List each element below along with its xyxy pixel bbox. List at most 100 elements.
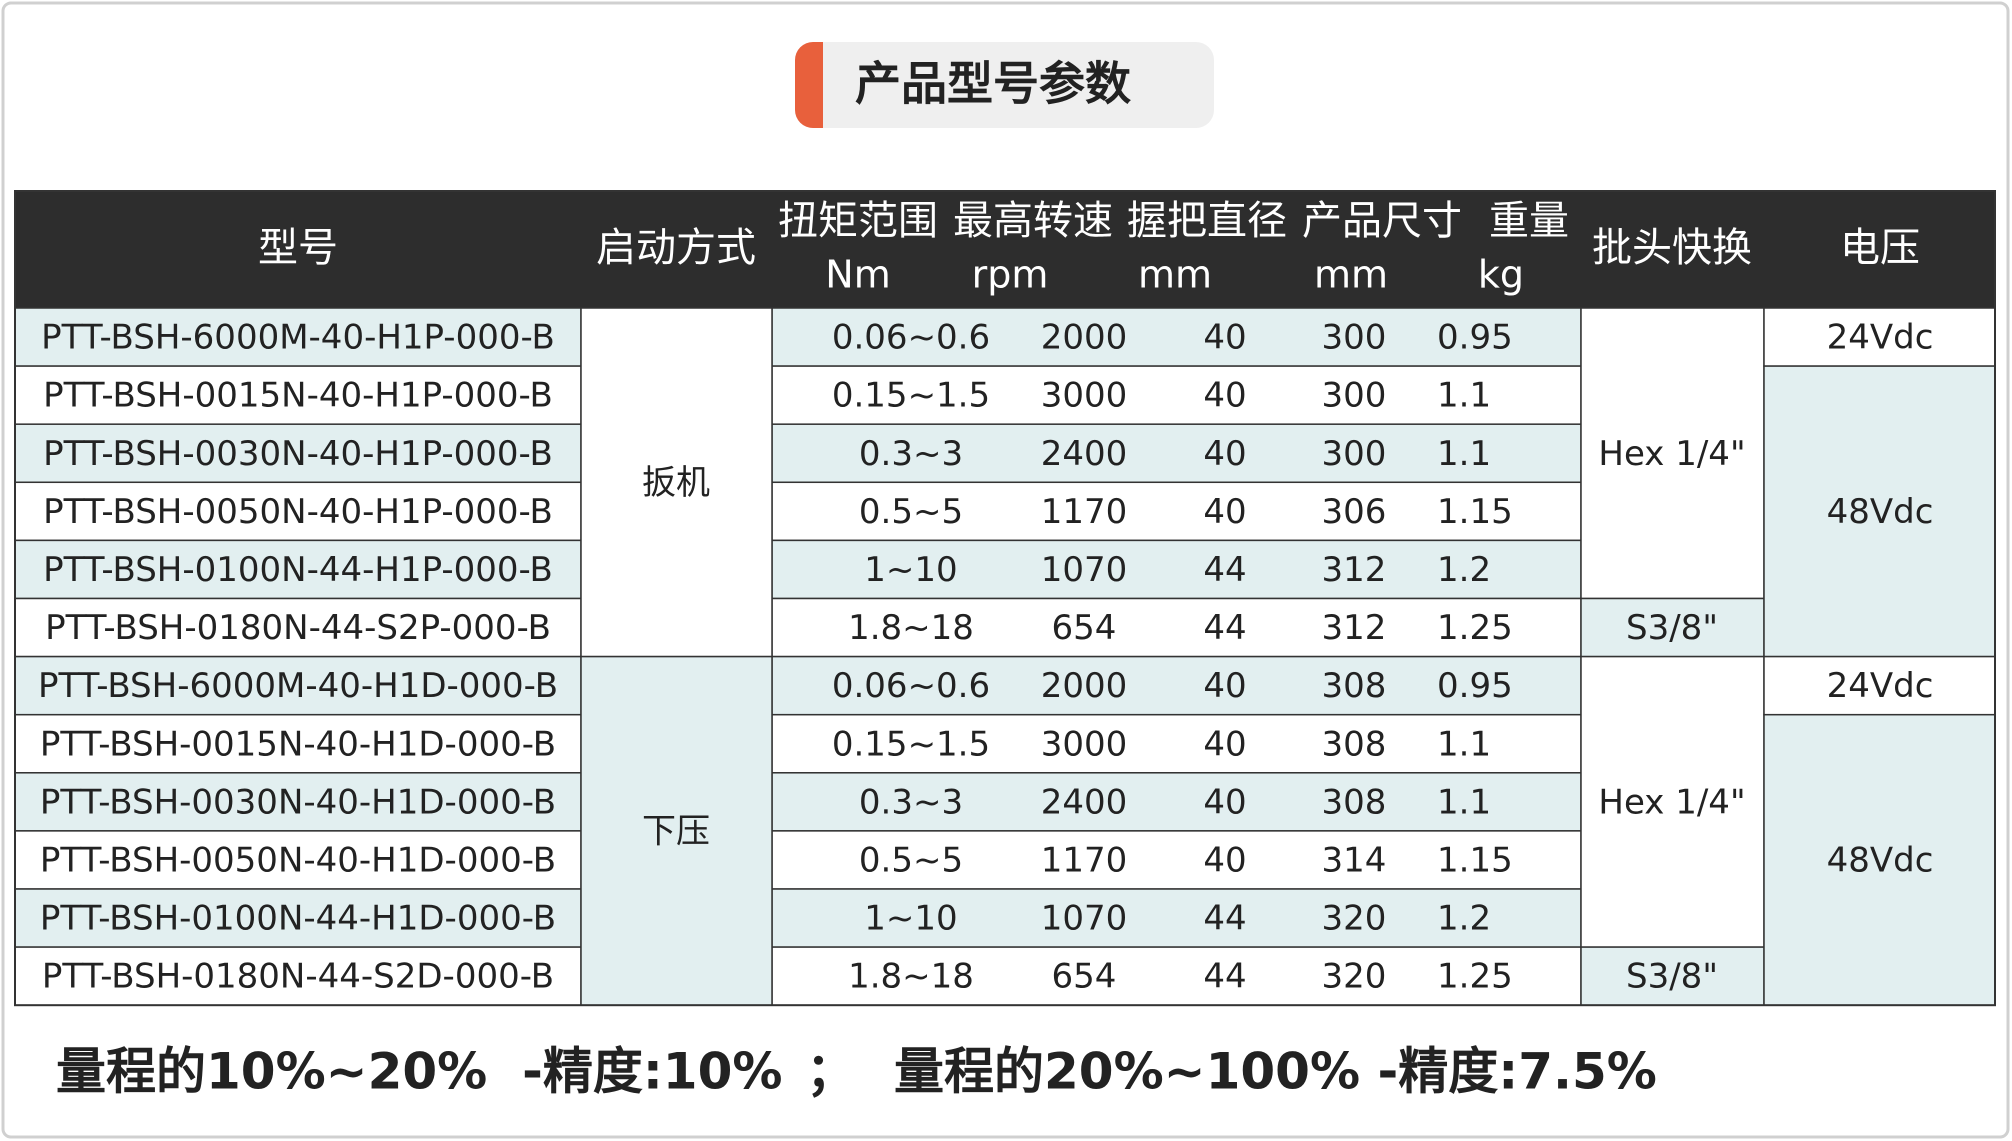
cell	[14, 655, 582, 716]
header-label: 型号	[258, 225, 338, 271]
header-label: 扭矩范围	[778, 198, 938, 244]
cell-text: PTT-BSH-0050N-40-H1D-000-B	[40, 840, 556, 880]
cell-text: 40	[1203, 840, 1246, 880]
cell-text: 44	[1203, 550, 1246, 590]
cell	[580, 655, 773, 1006]
cell	[1763, 365, 1996, 658]
cell-text: 312	[1322, 608, 1387, 648]
header-label: 电压	[1840, 225, 1920, 271]
cell-text: 300	[1322, 376, 1387, 416]
cell-text: 1.15	[1437, 492, 1513, 532]
cell-text: PTT-BSH-0100N-44-H1P-000-B	[43, 550, 553, 590]
cell-text: 1070	[1041, 899, 1128, 939]
cell-text: PTT-BSH-0015N-40-H1P-000-B	[43, 376, 553, 416]
header-unit: rpm	[972, 253, 1049, 297]
cell-text: 0.95	[1437, 318, 1513, 358]
cell-text: 308	[1322, 782, 1387, 822]
cell-text: 2400	[1041, 434, 1128, 474]
cell	[1580, 597, 1765, 658]
cell-text: PTT-BSH-0180N-44-S2P-000-B	[45, 608, 551, 648]
cell-text: PTT-BSH-0030N-40-H1D-000-B	[40, 782, 556, 822]
cell-text: 0.06~0.6	[832, 318, 990, 358]
cell-text: 1.2	[1437, 899, 1491, 939]
cell-text: PTT-BSH-0050N-40-H1P-000-B	[43, 492, 553, 532]
cell-text: 0.15~1.5	[832, 724, 990, 764]
cell	[771, 946, 1582, 1006]
cell-text: 1.8~18	[848, 957, 974, 997]
footer-text: ；	[806, 1043, 856, 1101]
title-accent	[795, 42, 823, 128]
cell-text: 40	[1203, 492, 1246, 532]
header-label: 批头快换	[1592, 225, 1752, 271]
cell-text: PTT-BSH-6000M-40-H1P-000-B	[41, 318, 555, 358]
cell-text: 1.1	[1437, 434, 1491, 474]
cell-text: 1.15	[1437, 840, 1513, 880]
cell-text: 40	[1203, 782, 1246, 822]
cell-text: 24Vdc	[1827, 318, 1934, 358]
cell-text: 320	[1322, 899, 1387, 939]
cell-text: PTT-BSH-0030N-40-H1P-000-B	[43, 434, 553, 474]
header-label: 产品尺寸	[1302, 198, 1462, 244]
table-border	[14, 190, 1996, 1007]
cell-text: PTT-BSH-0100N-44-H1D-000-B	[40, 899, 556, 939]
cell-text: 3000	[1041, 724, 1128, 764]
cell	[771, 481, 1582, 542]
cell-text: S3/8"	[1626, 957, 1718, 997]
cell	[14, 946, 582, 1006]
cell-text: 0.5~5	[859, 840, 963, 880]
cell-text: 1~10	[864, 899, 957, 939]
cell	[14, 830, 582, 890]
cell-text: 44	[1203, 608, 1246, 648]
cell-text: 1170	[1041, 840, 1128, 880]
cell	[14, 423, 582, 484]
cell-text: 1~10	[864, 550, 957, 590]
cell-text: 654	[1052, 608, 1117, 648]
header-label: 握把直径	[1127, 198, 1287, 244]
cell	[771, 365, 1582, 425]
title-pill	[795, 42, 1214, 128]
cell-text: 1.25	[1437, 608, 1513, 648]
header-unit: mm	[1138, 253, 1212, 297]
header-label: 重量	[1489, 198, 1569, 244]
cell-text: 40	[1203, 376, 1246, 416]
cell	[771, 597, 1582, 658]
cell	[771, 772, 1582, 832]
cell	[1580, 946, 1765, 1006]
cell-text: 1.2	[1437, 550, 1491, 590]
cell-text: 308	[1322, 666, 1387, 706]
cell-text: 0.3~3	[859, 434, 963, 474]
cell-text: 1.1	[1437, 782, 1491, 822]
cell	[14, 888, 582, 948]
cell	[1580, 307, 1765, 600]
cell-text: 48Vdc	[1827, 492, 1934, 532]
cell-text: 2400	[1041, 782, 1128, 822]
header-label: 最高转速	[953, 198, 1113, 244]
cell-text: 2000	[1041, 666, 1128, 706]
cell-text: 312	[1322, 550, 1387, 590]
title: 产品型号参数	[855, 57, 1131, 111]
cell-text: 1070	[1041, 550, 1128, 590]
cell	[580, 307, 773, 658]
cell	[1763, 713, 1996, 1006]
cell-text: 300	[1322, 434, 1387, 474]
cell-text: PTT-BSH-0015N-40-H1D-000-B	[40, 724, 556, 764]
cell-text: 下压	[642, 811, 710, 851]
cell-text: 1.1	[1437, 724, 1491, 764]
cell-text: 2000	[1041, 318, 1128, 358]
cell-text: 24Vdc	[1827, 666, 1934, 706]
cell-text: S3/8"	[1626, 608, 1718, 648]
cell-text: 扳机	[642, 463, 710, 503]
cell-text: 300	[1322, 318, 1387, 358]
footer-text: 量程的10%~20% -精度:10%	[56, 1043, 783, 1101]
cell-text: PTT-BSH-0180N-44-S2D-000-B	[42, 957, 554, 997]
cell-text: 40	[1203, 666, 1246, 706]
header-unit: mm	[1314, 253, 1388, 297]
table-header	[15, 191, 1995, 308]
header-unit: kg	[1478, 253, 1524, 297]
cell-text: 306	[1322, 492, 1387, 532]
cell-text: 44	[1203, 899, 1246, 939]
cell-text: 0.95	[1437, 666, 1513, 706]
cell-text: 40	[1203, 318, 1246, 358]
cell-text: 1170	[1041, 492, 1128, 532]
